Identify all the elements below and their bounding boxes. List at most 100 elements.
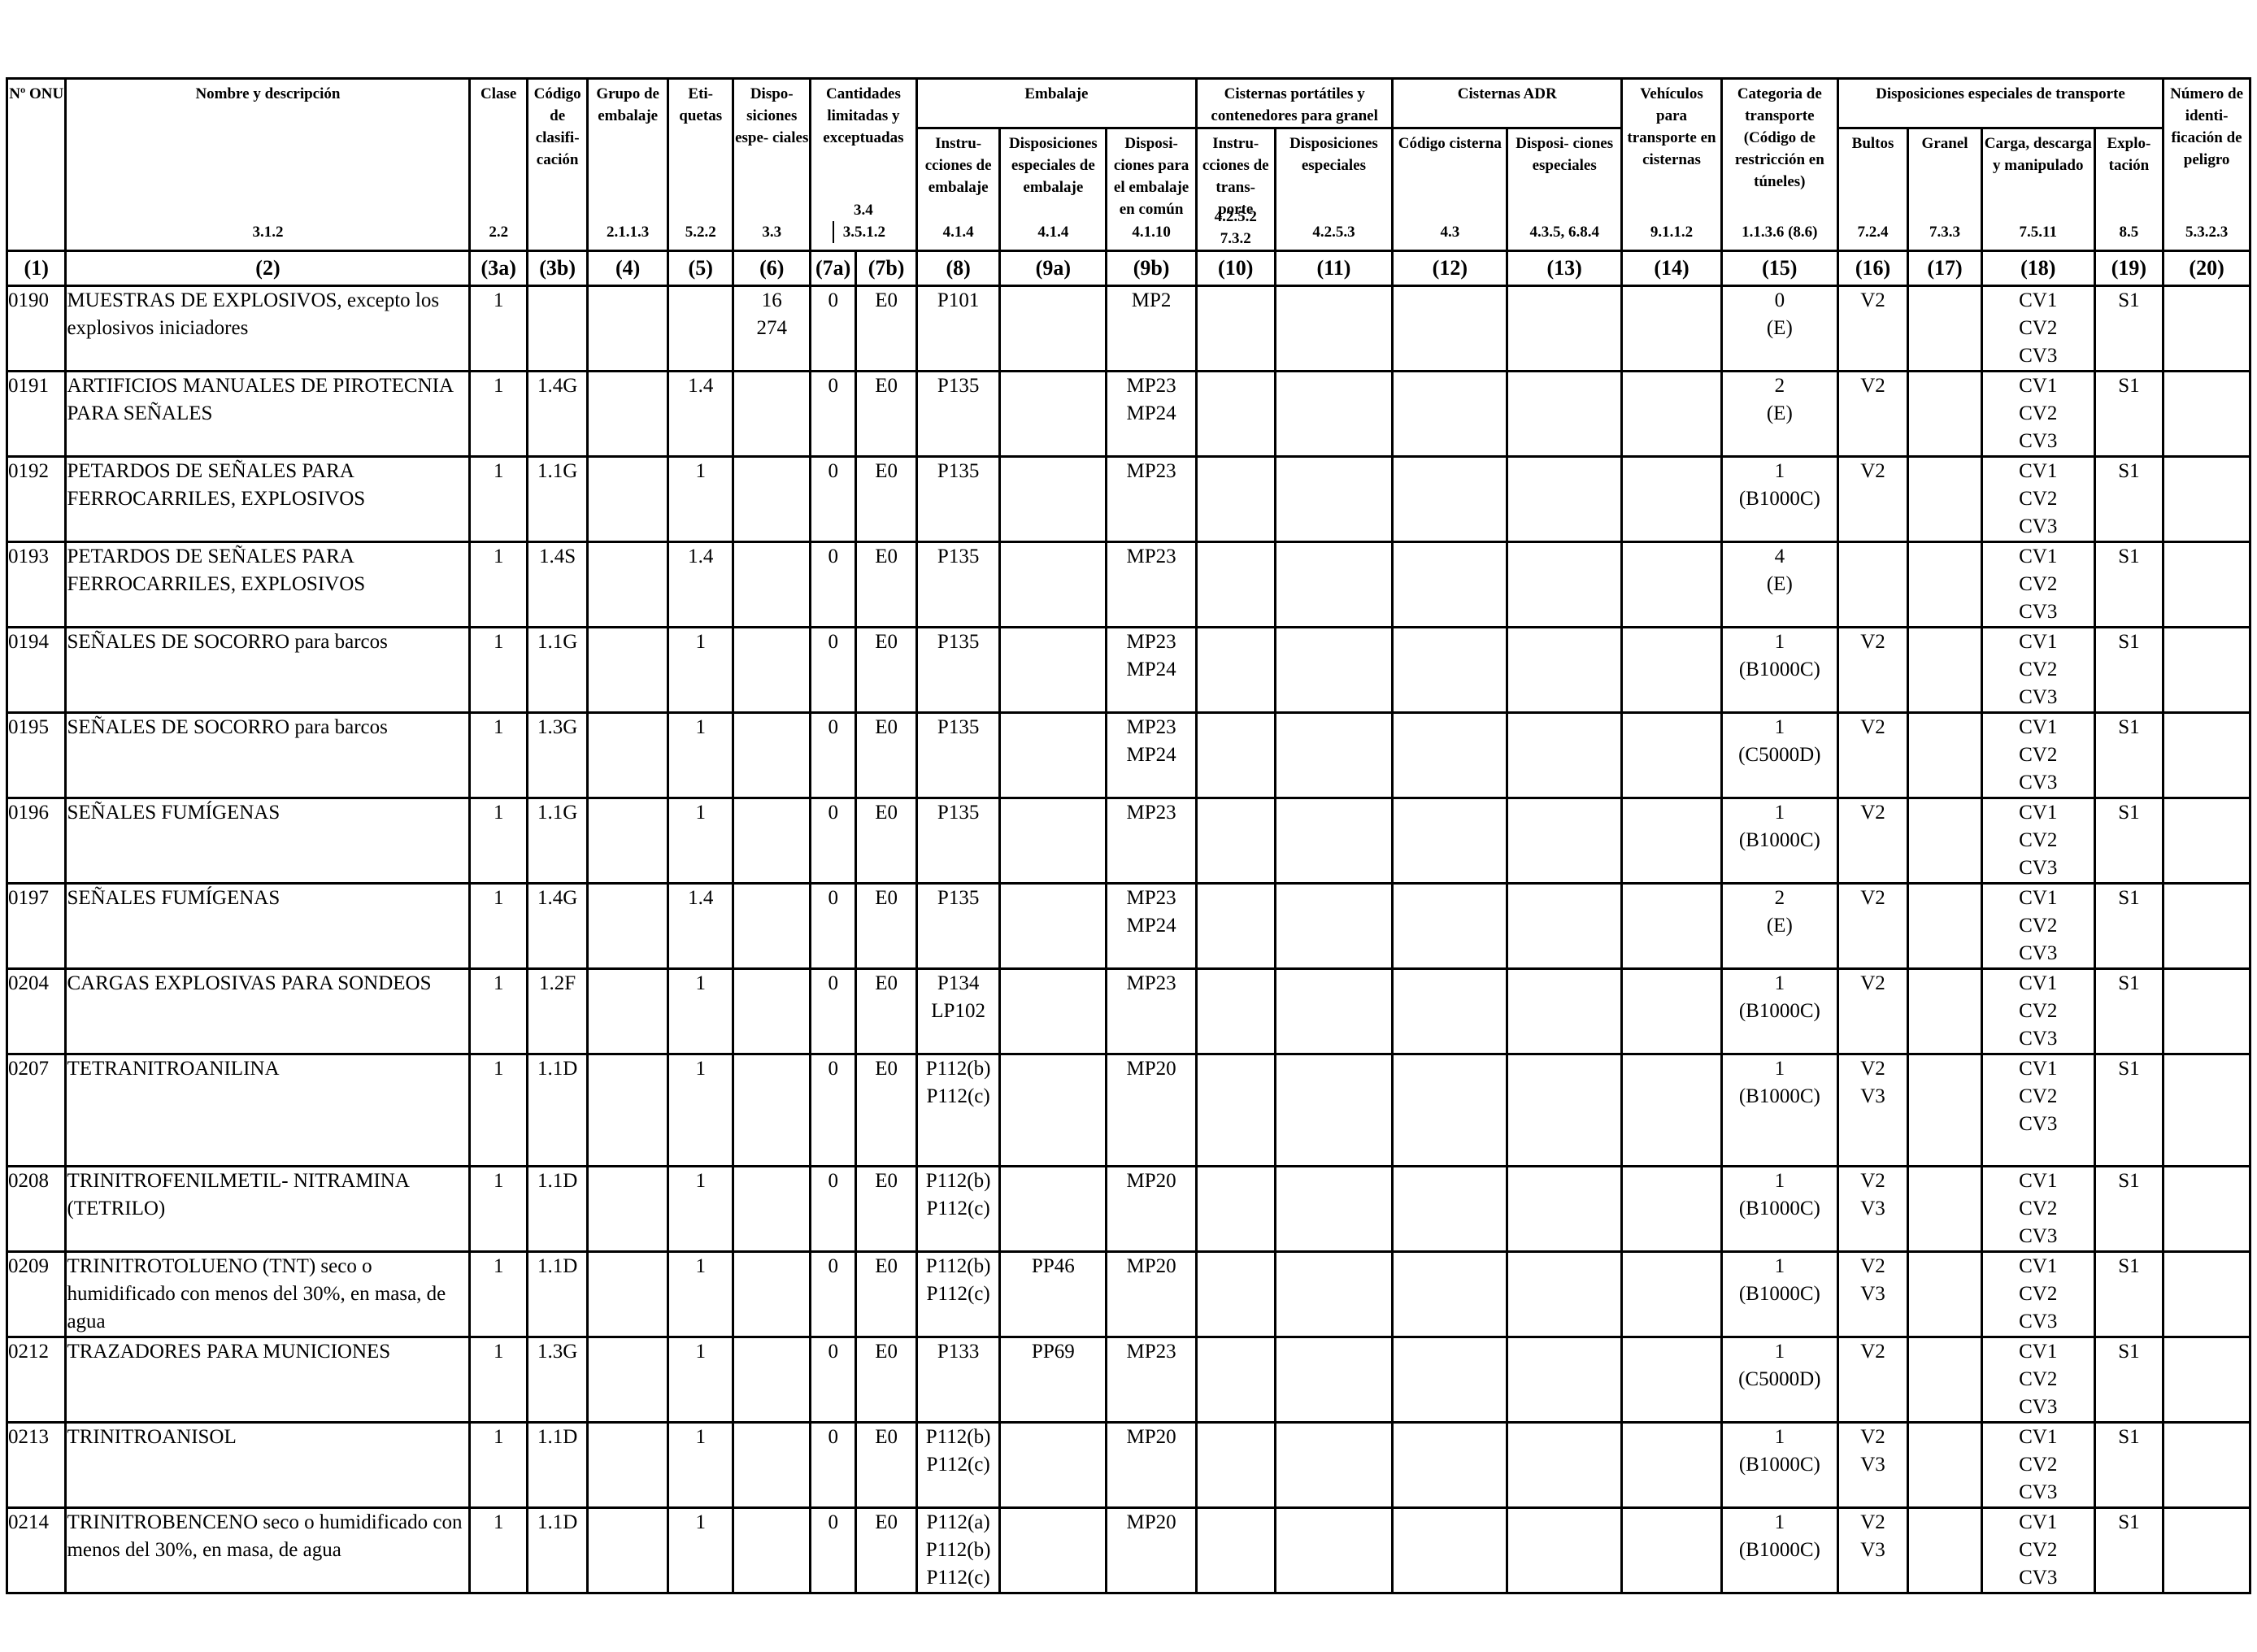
tunnel-code: (B1000C) [1738,1539,1820,1561]
codigo-cell: 1.3G [525,711,589,799]
bultos-cell-line: V2 [1860,887,1885,909]
vehiculos-cell [1620,1336,1723,1424]
tunnel-code: (B1000C) [1738,1198,1820,1219]
carga-cell: CV1 CV2 CV3 [1980,370,2096,458]
carga-cell-line: CV3 [2019,1113,2058,1135]
codigo-cell: 1.4G [525,882,589,970]
disp-esp-cell-line: 16 [761,289,782,311]
etiquetas-cell: 1 [666,626,735,714]
un-cell: 0209 [5,1250,67,1338]
codigo-cell [525,285,589,372]
codigo-cell: 1.1D [525,1165,589,1253]
bultos-cell: V2 [1836,797,1910,885]
grupo-cell [586,541,669,628]
embalaje-comun-cell: MP20 [1105,1053,1198,1167]
tunnel-code: (C5000D) [1738,1368,1821,1390]
cisterna-adr-disp-cell [1506,370,1624,458]
codigo-cisterna-cell [1391,1506,1509,1594]
name-cell: TRINITROFENILMETIL- NITRAMINA (TETRILO) [64,1165,472,1253]
header-col5-title: Eti- quetas [679,85,723,124]
cant-exceptuadas-cell: E0 [855,1506,918,1594]
categoria-cell: 2 (E) [1720,370,1839,458]
carga-cell-line: CV3 [2019,686,2058,708]
embalaje-comun-cell: MP23 [1105,541,1198,628]
header-col5: Eti- quetas 5.2.2 [666,77,735,252]
granel-cell [1907,285,1983,372]
carga-cell-line: CV3 [2019,772,2058,793]
header-col5-ref: 5.2.2 [685,224,716,241]
embalaje-comun-cell: MP20 [1105,1421,1198,1509]
clase-cell: 1 [468,455,528,543]
cisterna-instr-cell [1194,1506,1276,1594]
embalaje-comun-cell: MP23 [1105,455,1198,543]
header-col2-title: Nombre y descripción [195,85,341,102]
header-col15-ref: 1.1.3.6 (8.6) [1742,224,1818,241]
header-col17: Granel 7.3.3 [1907,127,1983,252]
header-col14-ref: 9.1.1.2 [1650,224,1694,241]
header-col19-title: Explo- tación [2107,135,2151,174]
instrucciones-cell-line: P135 [937,375,980,397]
cant-exceptuadas-cell: E0 [855,541,918,628]
cant-limitadas-cell: 0 [809,797,858,885]
cant-exceptuadas-cell: E0 [855,711,918,799]
cant-limitadas-cell: 0 [809,1053,858,1167]
column-number: (1) [5,250,67,287]
disp-embalaje-cell [998,285,1108,372]
cisterna-disp-cell [1273,797,1394,885]
instrucciones-cell: P112(b) P112(c) [915,1421,1002,1509]
vehiculos-cell [1620,285,1723,372]
cisterna-adr-disp-cell [1506,1165,1624,1253]
table-row: 0191 ARTIFICIOS MANUALES DE PIROTECNIA PA… [5,370,2251,458]
categoria-cell: 0 (E) [1720,285,1839,372]
instrucciones-cell-line: P112(a) [926,1511,990,1533]
disp-esp-cell [732,626,812,714]
carga-cell-line: CV3 [2019,1481,2058,1503]
etiquetas-cell: 1 [666,1421,735,1509]
table-row: 0214 TRINITROBENCENO seco o humidificado … [5,1506,2251,1594]
carga-cell-line: CV1 [2019,546,2058,567]
bultos-cell: V2 [1836,626,1910,714]
clase-cell: 1 [468,797,528,885]
clase-cell: 1 [468,1506,528,1594]
header-col16-ref: 7.2.4 [1857,224,1889,241]
header-cisternas-adr: Cisternas ADR [1391,77,1624,129]
tunnel-code: (E) [1766,915,1793,937]
disp-embalaje-cell [998,797,1108,885]
embalaje-comun-cell-line: MP23 [1126,375,1176,397]
header-col13-title: Disposi- ciones especiales [1516,135,1614,174]
clase-cell: 1 [468,1250,528,1338]
codigo-cell: 1.3G [525,1336,589,1424]
explotacion-cell: S1 [2093,370,2165,458]
instrucciones-cell: P135 [915,455,1002,543]
cant-limitadas-cell: 0 [809,455,858,543]
name-cell: CARGAS EXPLOSIVAS PARA SONDEOS [64,967,472,1055]
num-id-cell [2162,1421,2251,1509]
column-number: (9a) [998,250,1108,287]
cisterna-disp-cell [1273,711,1394,799]
tunnel-code: (B1000C) [1738,829,1820,851]
grupo-cell [586,1336,669,1424]
embalaje-comun-cell-line: MP20 [1126,1058,1176,1080]
disp-embalaje-cell [998,1053,1108,1167]
header-disp-transporte-title: Disposiciones especiales de transporte [1876,85,2125,102]
name-cell: TRINITROANISOL [64,1421,472,1509]
header-col11-ref: 4.2.5.3 [1312,224,1355,241]
disp-esp-cell-line: 274 [756,317,787,339]
num-id-cell [2162,1336,2251,1424]
clase-cell: 1 [468,1421,528,1509]
categoria-cell: 1 (B1000C) [1720,967,1839,1055]
tunnel-code: (B1000C) [1738,659,1820,680]
num-id-cell [2162,967,2251,1055]
embalaje-comun-cell: MP20 [1105,1506,1198,1594]
bultos-cell-line: V2 [1860,802,1885,824]
instrucciones-cell: P112(b) P112(c) [915,1053,1002,1167]
bultos-cell: V2 [1836,967,1910,1055]
disp-embalaje-cell [998,882,1108,970]
carga-cell-line: CV2 [2019,659,2058,680]
etiquetas-cell: 1 [666,1165,735,1253]
header-cisternas-portatiles-title: Cisternas portátiles y contenedores para… [1211,85,1378,124]
carga-cell-line: CV2 [2019,573,2058,595]
codigo-cell: 1.2F [525,967,589,1055]
header-col12-ref: 4.3 [1440,224,1460,241]
vehiculos-cell [1620,882,1723,970]
